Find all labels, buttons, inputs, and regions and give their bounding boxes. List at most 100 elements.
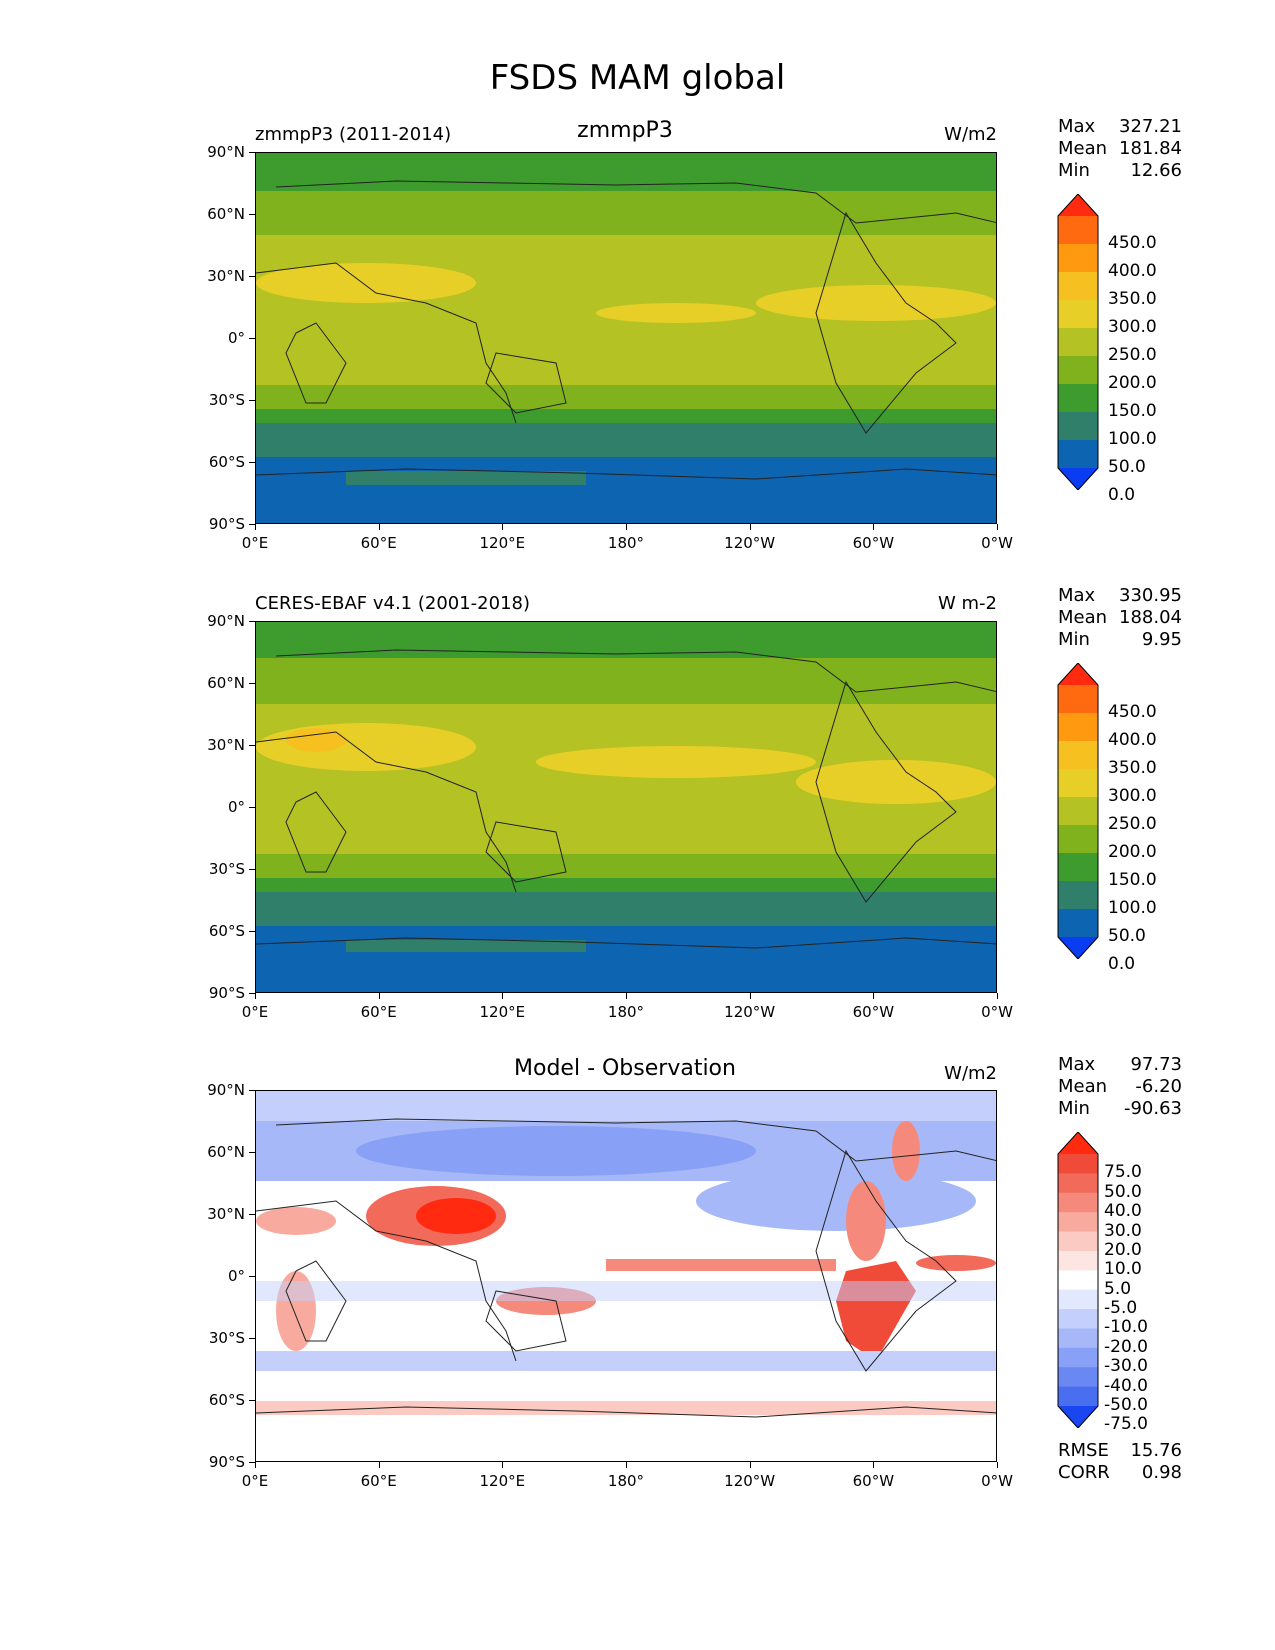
panel1-stats: Max 327.21 Mean 181.84 Min 12.66 bbox=[1058, 116, 1182, 182]
lat-tick-mark bbox=[249, 1090, 255, 1091]
lon-tick-label: 180° bbox=[607, 534, 645, 552]
panel2-units: W m-2 bbox=[937, 593, 997, 614]
colorbar-label: 300.0 bbox=[1108, 786, 1157, 806]
lat-tick-mark bbox=[249, 683, 255, 684]
colorbar-label: -40.0 bbox=[1104, 1375, 1148, 1396]
colorbar-label: -5.0 bbox=[1104, 1298, 1138, 1319]
colorbar-segment bbox=[1058, 769, 1098, 798]
lon-tick-label: 120°W bbox=[724, 1003, 776, 1021]
colorbar-label: 0.0 bbox=[1108, 485, 1136, 505]
colorbar-label: 100.0 bbox=[1108, 429, 1157, 449]
lat-tick-mark bbox=[249, 1462, 255, 1463]
colorbar-label: -10.0 bbox=[1104, 1317, 1148, 1338]
lat-tick-label: 90°S bbox=[208, 984, 245, 1002]
panel3-map-svg bbox=[256, 1091, 996, 1461]
colorbar-label: -30.0 bbox=[1104, 1356, 1148, 1377]
lon-tick-mark bbox=[873, 1462, 875, 1468]
colorbar-extend-min bbox=[1058, 937, 1098, 959]
colorbar-label: 50.0 bbox=[1108, 457, 1146, 477]
lat-tick-label: 60°S bbox=[208, 1391, 245, 1409]
colorbar-segment bbox=[1058, 1250, 1098, 1271]
lat-tick-label: 30°S bbox=[208, 1329, 245, 1347]
lon-tick-label: 60°E bbox=[360, 534, 397, 552]
colorbar-segment bbox=[1058, 1270, 1098, 1291]
lon-tick-label: 60°W bbox=[852, 534, 895, 552]
panel2-map-svg bbox=[256, 622, 996, 992]
panel1-map bbox=[255, 152, 997, 524]
lon-tick-label: 0°E bbox=[241, 1003, 269, 1021]
lat-tick-label: 60°N bbox=[207, 1143, 245, 1161]
lat-tick-label: 60°S bbox=[208, 453, 245, 471]
colorbar-segment bbox=[1058, 356, 1098, 385]
panel1-colorbar-svg bbox=[1057, 194, 1099, 490]
colorbar-label: 350.0 bbox=[1108, 289, 1157, 309]
colorbar-segment bbox=[1058, 244, 1098, 273]
lon-tick-label: 120°W bbox=[724, 1472, 776, 1490]
panel3-colorbar bbox=[1056, 1132, 1100, 1428]
colorbar-label: -75.0 bbox=[1104, 1414, 1148, 1435]
lon-tick-mark bbox=[378, 524, 380, 530]
colorbar-label: 350.0 bbox=[1108, 758, 1157, 778]
lat-tick-label: 60°N bbox=[207, 674, 245, 692]
colorbar-segment bbox=[1058, 1289, 1098, 1310]
colorbar-label: 20.0 bbox=[1104, 1239, 1142, 1260]
lat-tick-mark bbox=[249, 931, 255, 932]
colorbar-segment bbox=[1058, 1173, 1098, 1194]
colorbar-segment bbox=[1058, 384, 1098, 413]
colorbar-label: 450.0 bbox=[1108, 702, 1157, 722]
panel3-stats: Max 97.73 Mean -6.20 Min -90.63 bbox=[1058, 1054, 1182, 1120]
lon-tick-label: 0°W bbox=[981, 1003, 1013, 1021]
lon-tick-mark bbox=[502, 1462, 504, 1468]
lat-tick-label: 30°N bbox=[207, 736, 245, 754]
panel2-colorbar-labels: 450.0 400.0 350.0 300.0 250.0 200.0 150.0 100.0… bbox=[1108, 663, 1188, 974]
colorbar-extend-max bbox=[1058, 1132, 1098, 1154]
lat-tick-label: 60°S bbox=[208, 922, 245, 940]
lon-tick-label: 0°W bbox=[981, 534, 1013, 552]
lon-tick-label: 180° bbox=[607, 1003, 645, 1021]
panel2-stat-max: Max 330.95 bbox=[1058, 585, 1182, 606]
panel3-rmse: RMSE 15.76 bbox=[1058, 1440, 1182, 1461]
lon-tick-mark bbox=[997, 524, 998, 530]
colorbar-segment bbox=[1058, 881, 1098, 910]
panel1-colorbar bbox=[1056, 194, 1100, 490]
lon-tick-label: 60°W bbox=[852, 1003, 895, 1021]
lat-tick-mark bbox=[249, 1214, 255, 1215]
lat-tick-mark bbox=[249, 1400, 255, 1401]
lat-tick-label: 0° bbox=[227, 1267, 245, 1285]
lon-tick-label: 120°E bbox=[479, 1003, 526, 1021]
colorbar-segment bbox=[1058, 825, 1098, 854]
lat-tick-label: 90°N bbox=[207, 1081, 245, 1099]
colorbar-segment bbox=[1058, 440, 1098, 469]
lat-tick-label: 30°S bbox=[208, 860, 245, 878]
colorbar-extend-max bbox=[1058, 194, 1098, 216]
lon-tick-mark bbox=[873, 993, 875, 999]
panel3-units: W/m2 bbox=[944, 1063, 997, 1084]
lat-tick-label: 0° bbox=[227, 798, 245, 816]
panel3-colorbar-labels: 75.0 50.0 40.0 30.0 20.0 10.0 5.0 -5.0 -10.0 -20.… bbox=[1104, 1132, 1184, 1434]
colorbar-segment bbox=[1058, 272, 1098, 301]
colorbar-extend-min bbox=[1058, 468, 1098, 490]
panel1-stat-min: Min 12.66 bbox=[1058, 160, 1182, 181]
colorbar-segment bbox=[1058, 853, 1098, 882]
colorbar-segment bbox=[1058, 909, 1098, 938]
lon-tick-label: 120°E bbox=[479, 1472, 526, 1490]
lat-tick-mark bbox=[249, 1152, 255, 1153]
lon-tick-mark bbox=[873, 524, 875, 530]
lon-tick-mark bbox=[626, 993, 627, 999]
colorbar-label: 150.0 bbox=[1108, 401, 1157, 421]
colorbar-segment bbox=[1058, 1328, 1098, 1349]
colorbar-segment bbox=[1058, 1192, 1098, 1213]
colorbar-label: 400.0 bbox=[1108, 261, 1157, 281]
panel3-footer-stats: RMSE 15.76 CORR 0.98 bbox=[1058, 1440, 1182, 1484]
panel2-stat-min: Min 9.95 bbox=[1058, 629, 1182, 650]
lon-tick-label: 60°E bbox=[360, 1003, 397, 1021]
lat-tick-label: 90°S bbox=[208, 515, 245, 533]
lat-tick-mark bbox=[249, 338, 255, 339]
panel3-stat-max: Max 97.73 bbox=[1058, 1054, 1182, 1075]
lon-tick-mark bbox=[502, 524, 504, 530]
lon-tick-mark bbox=[255, 1462, 256, 1468]
lat-tick-label: 30°S bbox=[208, 391, 245, 409]
lon-tick-mark bbox=[378, 993, 380, 999]
colorbar-label: 75.0 bbox=[1104, 1162, 1142, 1183]
colorbar-segment bbox=[1058, 1367, 1098, 1388]
